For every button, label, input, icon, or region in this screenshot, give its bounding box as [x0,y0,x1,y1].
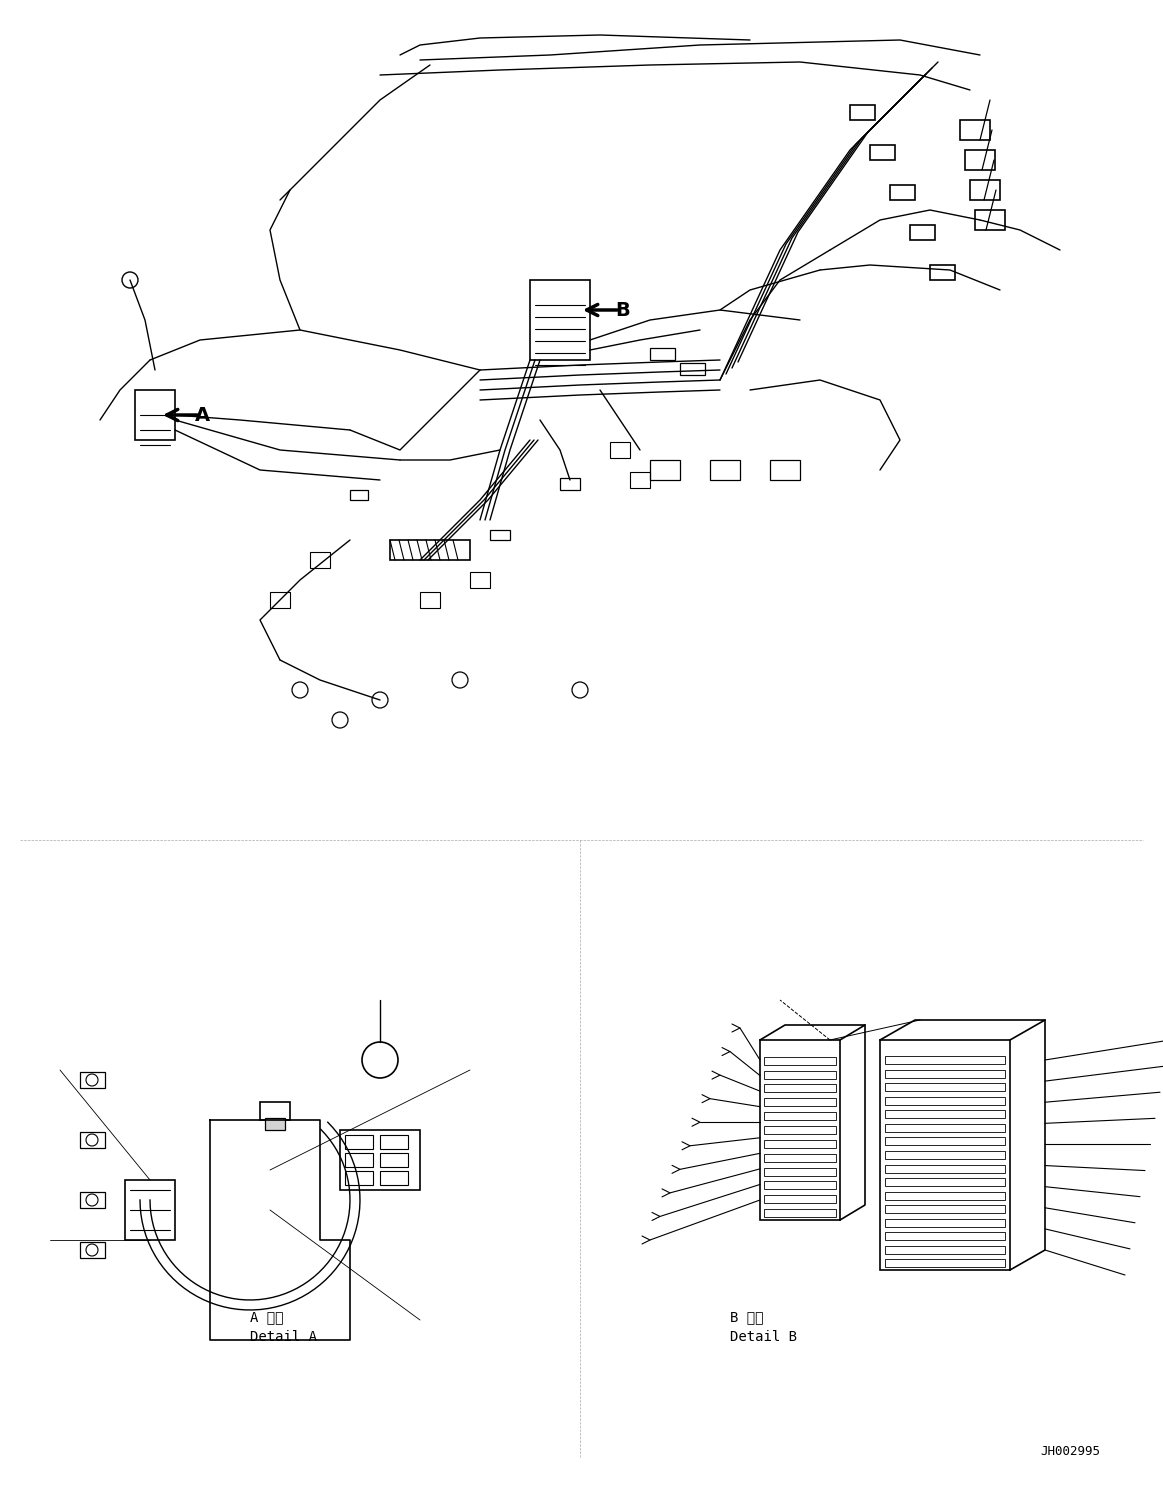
Bar [764,1181,836,1189]
Bar [764,1153,836,1162]
Bar [764,1085,836,1092]
Bar [470,571,490,588]
Bar [650,460,680,481]
Bar [764,1056,836,1065]
Bar [885,1056,1005,1064]
Bar [885,1259,1005,1268]
Bar [885,1152,1005,1159]
Bar [650,348,675,360]
Bar [380,1153,408,1167]
Bar [975,210,1005,231]
Bar [345,1171,373,1184]
Bar [885,1245,1005,1254]
Bar [380,1135,408,1149]
Bar [850,106,875,121]
Bar [380,1171,408,1184]
Bar [909,225,935,240]
Bar [759,1040,840,1220]
Bar [885,1219,1005,1226]
Bar [959,121,990,140]
Bar [885,1083,1005,1091]
Text: A 詳細: A 詳細 [250,1309,284,1324]
Text: B 詳細: B 詳細 [730,1309,763,1324]
Bar [764,1126,836,1134]
Bar [965,150,996,170]
Bar [870,144,896,161]
Text: Detail B: Detail B [730,1330,797,1344]
Bar [270,592,290,609]
Bar [764,1168,836,1176]
Bar [80,1192,105,1208]
Bar [490,530,511,540]
Bar [561,478,580,490]
Bar [885,1232,1005,1240]
Bar [885,1178,1005,1186]
Bar [885,1205,1005,1213]
Bar [885,1070,1005,1077]
Bar [885,1123,1005,1132]
Bar [885,1097,1005,1106]
Bar [770,460,800,481]
Bar [80,1071,105,1088]
Bar [80,1242,105,1257]
Bar [764,1195,836,1204]
Bar [885,1192,1005,1199]
Bar [420,592,440,609]
Bar [890,185,915,199]
Bar [390,540,470,559]
Bar [80,1132,105,1149]
Text: A: A [195,406,211,424]
Bar [930,265,955,280]
Text: Detail A: Detail A [250,1330,317,1344]
Bar [885,1137,1005,1146]
Bar [764,1140,836,1147]
Bar [345,1135,373,1149]
Bar [340,1129,420,1190]
Bar [764,1098,836,1106]
Bar [311,552,330,568]
Bar [135,390,174,440]
Bar [530,280,590,360]
Bar [885,1165,1005,1173]
Bar [764,1112,836,1120]
Bar [124,1180,174,1240]
Bar [680,363,705,375]
Bar [885,1110,1005,1119]
Bar [764,1070,836,1079]
Bar [709,460,740,481]
Bar [880,1040,1009,1269]
Bar [611,442,630,458]
Text: B: B [615,301,629,320]
Bar [261,1103,290,1120]
Bar [764,1210,836,1217]
Bar [345,1153,373,1167]
Text: JH002995: JH002995 [1040,1445,1100,1458]
Bar [970,180,1000,199]
Bar [265,1117,285,1129]
Bar [630,472,650,488]
Bar [350,490,368,500]
